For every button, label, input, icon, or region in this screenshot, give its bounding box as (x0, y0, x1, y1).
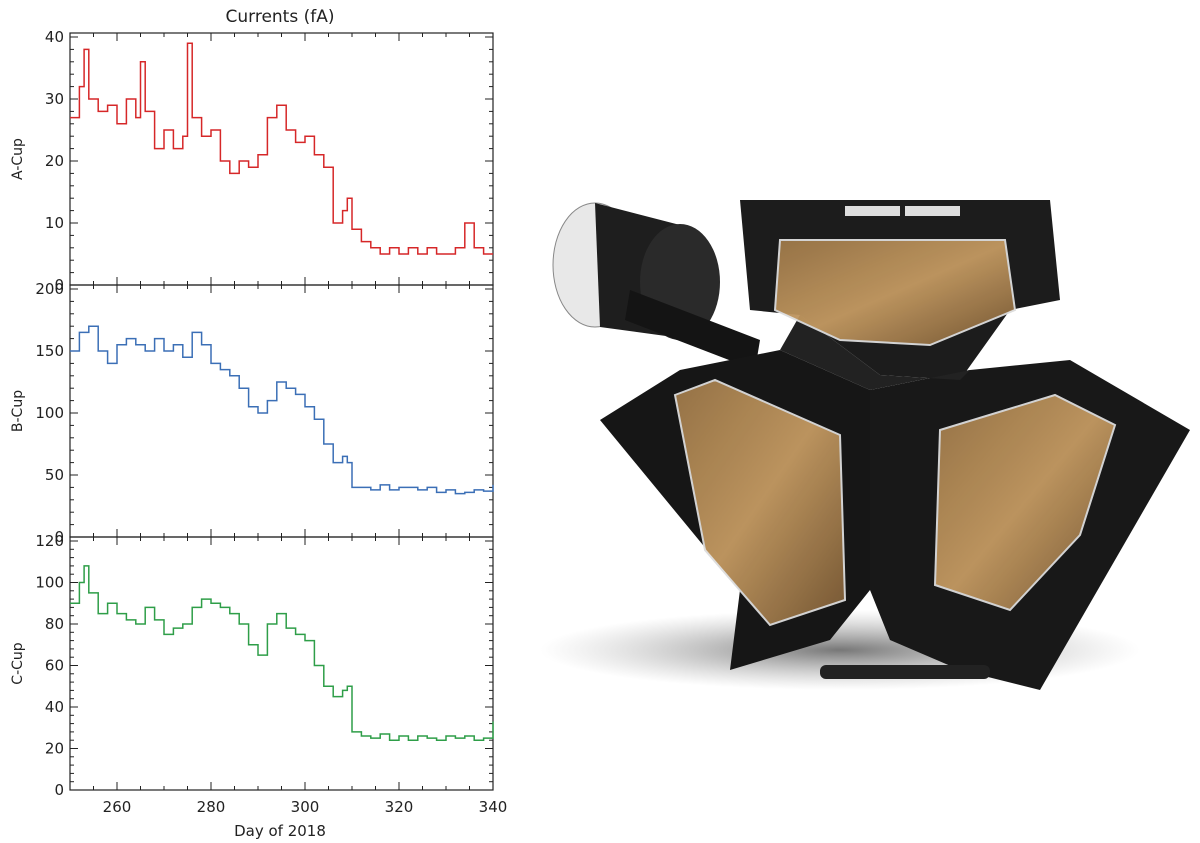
sensor-drum (552, 202, 760, 370)
panel-b-cup: 0 50 100 150 200 B-Cup (10, 280, 494, 546)
y-tick-label: 0 (54, 276, 64, 294)
y-tick-label: 150 (35, 342, 64, 360)
series-line-a-cup (70, 42, 493, 255)
y-tick-label: 120 (35, 532, 64, 550)
y-tick-label: 100 (35, 404, 64, 422)
label-plate (905, 206, 960, 216)
label-plate (845, 206, 900, 216)
x-axis-label: Day of 2018 (234, 822, 326, 840)
instrument-windows (673, 239, 1117, 627)
y-tick-label: 80 (45, 615, 64, 633)
x-tick-label: 320 (385, 798, 414, 816)
series-line-b-cup (70, 325, 494, 495)
x-tick-label: 260 (103, 798, 132, 816)
panel-c-cup: 0 20 40 60 80 100 120 C-Cup (10, 532, 494, 799)
faraday-cup-instrument-icon (540, 200, 1190, 690)
series-line-c-cup (70, 565, 494, 741)
chart-title: Currents (fA) (226, 7, 335, 27)
y-tick-label: 20 (45, 152, 64, 170)
y-axis-label: A-Cup (10, 138, 26, 180)
x-tick-label: 340 (479, 798, 508, 816)
y-tick-label: 0 (54, 781, 64, 799)
panel-a-cup: 0 10 20 30 40 A-Cup (10, 28, 494, 294)
y-tick-label: 10 (45, 214, 64, 232)
x-tick-label: 300 (291, 798, 320, 816)
y-tick-label: 50 (45, 466, 64, 484)
y-axis-label: B-Cup (10, 390, 26, 432)
y-tick-label: 40 (45, 698, 64, 716)
y-axis-label: C-Cup (10, 642, 26, 684)
y-tick-label: 0 (54, 528, 64, 546)
y-tick-label: 100 (35, 574, 64, 592)
x-tick-label: 280 (197, 798, 226, 816)
panel-frame (69, 284, 494, 538)
currents-chart: Currents (fA) 010203040A-Cup050100150200… (10, 7, 508, 840)
y-tick-label: 200 (35, 280, 64, 298)
y-tick-label: 20 (45, 740, 64, 758)
y-tick-label: 30 (45, 90, 64, 108)
y-tick-label: 60 (45, 657, 64, 675)
panel-frame (69, 536, 494, 791)
y-tick-label: 40 (45, 28, 64, 46)
